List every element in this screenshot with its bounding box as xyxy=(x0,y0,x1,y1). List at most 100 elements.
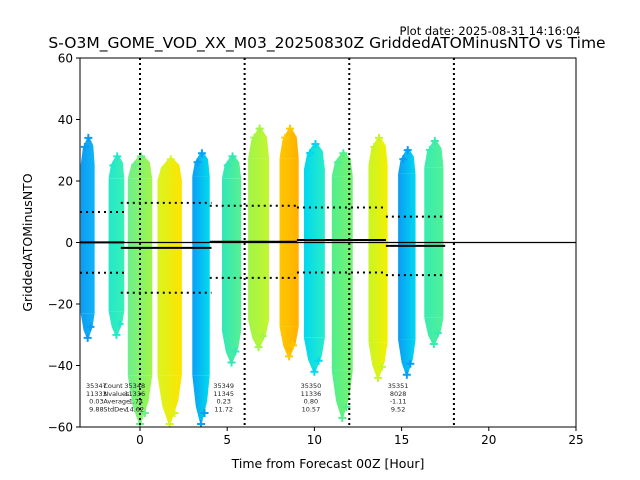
segment-stat-value: 8028 xyxy=(390,390,407,398)
scatter-point xyxy=(193,158,202,167)
x-axis-label: Time from Forecast 00Z [Hour] xyxy=(231,456,425,471)
scatter-point xyxy=(84,133,93,142)
chart-title: S-O3M_GOME_VOD_XX_M03_20250830Z GriddedA… xyxy=(48,34,605,53)
scatter-band xyxy=(127,178,153,376)
scatter-point xyxy=(334,158,343,167)
scatter-point xyxy=(285,352,294,361)
stat-label: StdDev xyxy=(103,405,127,413)
scatter-band-bottom xyxy=(368,342,388,381)
x-tick-label: 20 xyxy=(481,433,496,447)
y-tick-label: 60 xyxy=(58,52,73,66)
segment-stat-value: -1.11 xyxy=(390,398,407,406)
scatter-point xyxy=(426,145,435,154)
scatter-point xyxy=(131,161,140,170)
segment-stat-value: -1.74 xyxy=(126,398,143,406)
segment-stat-value: 9.52 xyxy=(391,405,405,413)
scatter-band-top xyxy=(279,125,299,159)
scatter-band xyxy=(192,176,210,376)
scatter-point xyxy=(137,152,146,161)
scatter-point xyxy=(399,155,408,164)
scatter-point xyxy=(342,402,351,411)
scatter-point xyxy=(377,362,386,371)
scatter-band xyxy=(368,165,388,343)
scatter-band-bottom xyxy=(157,375,182,427)
scatter-point xyxy=(310,367,319,376)
scatter-point xyxy=(370,142,379,151)
y-tick-label: 0 xyxy=(65,236,73,250)
scatter-band xyxy=(303,169,325,338)
scatter-band-top xyxy=(80,134,95,166)
scatter-point xyxy=(200,409,209,417)
segment-stat-value: 35349 xyxy=(213,382,234,390)
scatter-point xyxy=(433,329,442,338)
segment-stat-value: 0.23 xyxy=(216,398,230,406)
scatter-band-top xyxy=(248,125,270,159)
scatter-point xyxy=(83,333,92,342)
scatter-band-bottom xyxy=(127,375,153,427)
scatter-band xyxy=(80,165,95,314)
scatter-band-bottom xyxy=(221,331,242,366)
scatter-point xyxy=(430,136,439,145)
scatter-point xyxy=(339,149,348,158)
scatter-point xyxy=(314,356,323,365)
scatter-point xyxy=(160,164,169,173)
segment-stat-value: 11333 xyxy=(86,390,107,398)
scatter-band-top xyxy=(157,156,182,181)
scatter-point xyxy=(258,332,267,341)
segment-stat-value: 11336 xyxy=(301,390,322,398)
scatter-point xyxy=(402,370,411,379)
scatter-point xyxy=(166,155,175,164)
plot-date: Plot date: 2025-08-31 14:16:04 xyxy=(400,24,581,38)
scatter-point xyxy=(374,373,383,382)
scatter-point xyxy=(140,409,149,417)
y-axis-label: GriddedATOMinusNTO xyxy=(20,173,35,311)
segment-stat-value: 9.88 xyxy=(89,405,103,413)
plot-clip-group xyxy=(80,58,576,427)
scatter-band xyxy=(221,178,242,332)
scatter-point xyxy=(255,124,264,133)
segment-stat-value: 35347 xyxy=(86,382,107,390)
x-tick-label: 15 xyxy=(394,433,409,447)
scatter-point xyxy=(86,322,95,331)
scatter-band xyxy=(248,158,270,320)
scatter-band-top xyxy=(127,153,153,179)
scatter-point xyxy=(197,149,206,158)
scatter-band-bottom xyxy=(279,326,299,360)
scatter-band xyxy=(398,173,416,340)
scatter-point xyxy=(306,149,315,158)
scatter-point xyxy=(223,161,232,170)
axes: 0 5 10 15 20 25 −60 −40 −20 0 20 40 60 xyxy=(48,52,584,448)
stat-label: Average xyxy=(103,398,130,406)
scatter-band-top xyxy=(398,147,416,174)
scatter-point xyxy=(113,152,122,161)
scatter-point xyxy=(112,330,121,339)
plot-area: 35347113330.039.883534811336-1.7414.6235… xyxy=(80,58,576,427)
segment-stat-value: 0.03 xyxy=(89,398,103,406)
segment-stat-value: 14.62 xyxy=(125,405,144,413)
x-tick-label: 10 xyxy=(307,433,322,447)
segment-stat-value: 0.80 xyxy=(304,398,318,406)
scatter-point xyxy=(254,343,263,352)
segment-stat-value: 35350 xyxy=(301,382,322,390)
scatter-band-bottom xyxy=(192,375,210,427)
segment-stat-value: 35351 xyxy=(388,382,409,390)
scatter-point xyxy=(228,152,237,161)
x-tick-label: 25 xyxy=(568,433,583,447)
scatter-point xyxy=(429,340,438,349)
scatter-band-top xyxy=(303,141,325,170)
segment-stat-value: 11336 xyxy=(124,390,145,398)
scatter-band-bottom xyxy=(303,337,325,375)
y-tick-label: −60 xyxy=(48,421,73,435)
x-tick-label: 0 xyxy=(136,433,144,447)
scatter-point xyxy=(170,409,179,417)
scatter-point xyxy=(115,319,124,328)
scatter-band-bottom xyxy=(398,339,416,378)
scatter-band xyxy=(108,178,125,312)
y-tick-label: 20 xyxy=(58,175,73,189)
y-tick-label: 40 xyxy=(58,113,73,127)
scatter-band xyxy=(331,176,353,371)
scatter-point xyxy=(109,161,118,170)
scatter-band-bottom xyxy=(331,370,353,421)
segment-stat-value: 11.72 xyxy=(214,405,233,413)
